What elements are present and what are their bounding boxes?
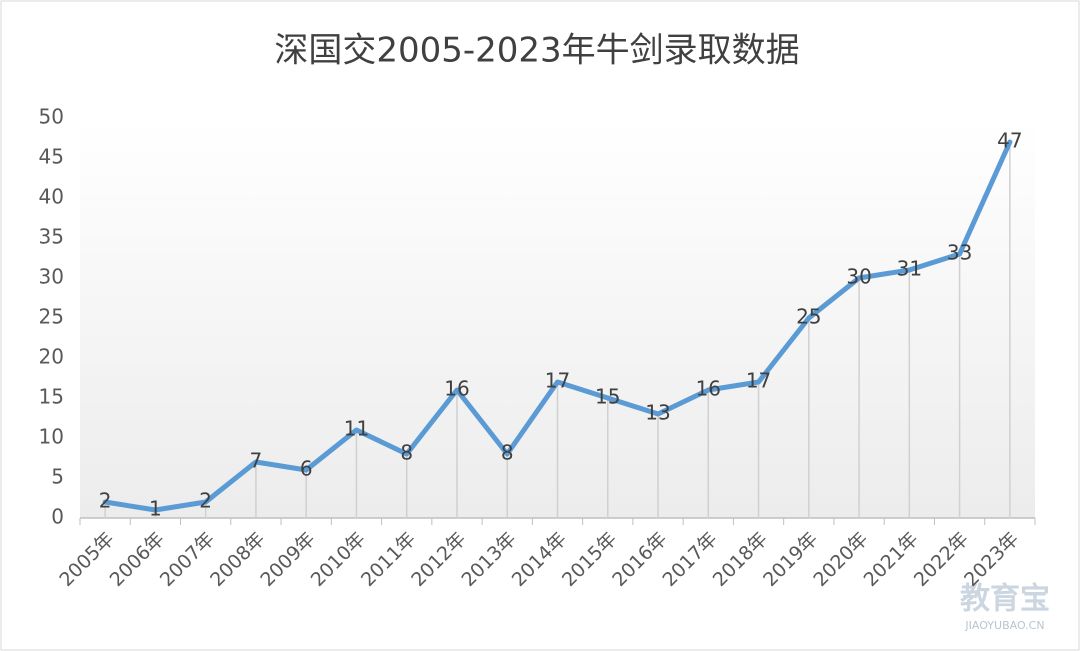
data-label: 31 [897,257,922,281]
data-label: 47 [997,129,1022,153]
data-label: 30 [846,265,871,289]
y-tick-label: 50 [39,105,64,129]
data-label: 17 [545,369,570,393]
data-label: 17 [746,369,771,393]
data-label: 11 [344,417,369,441]
data-label: 2 [199,489,212,513]
data-label: 25 [796,305,821,329]
y-tick-label: 20 [39,345,64,369]
watermark-site: JIAOYUBAO.CN [964,619,1044,632]
data-label: 8 [400,441,413,465]
data-label: 8 [501,441,514,465]
y-tick-label: 40 [39,185,64,209]
watermark: 教育宝 [960,582,1050,617]
data-label: 1 [149,497,162,521]
data-label: 13 [645,401,670,425]
y-tick-label: 0 [51,505,64,529]
y-tick-label: 25 [39,305,64,329]
data-label: 2 [99,489,112,513]
y-tick-label: 10 [39,425,64,449]
line-series [102,139,1013,513]
data-label: 7 [250,449,263,473]
data-label: 33 [947,241,972,265]
chart-title: 深国交2005-2023年牛剑录取数据 [274,31,799,71]
y-tick-label: 15 [39,385,64,409]
y-tick-label: 35 [39,225,64,249]
data-label: 15 [595,385,620,409]
data-label: 16 [696,377,721,401]
y-tick-label: 45 [39,145,64,169]
data-label: 6 [300,457,313,481]
y-tick-label: 30 [39,265,64,289]
y-tick-label: 5 [51,465,64,489]
data-label: 16 [444,377,469,401]
